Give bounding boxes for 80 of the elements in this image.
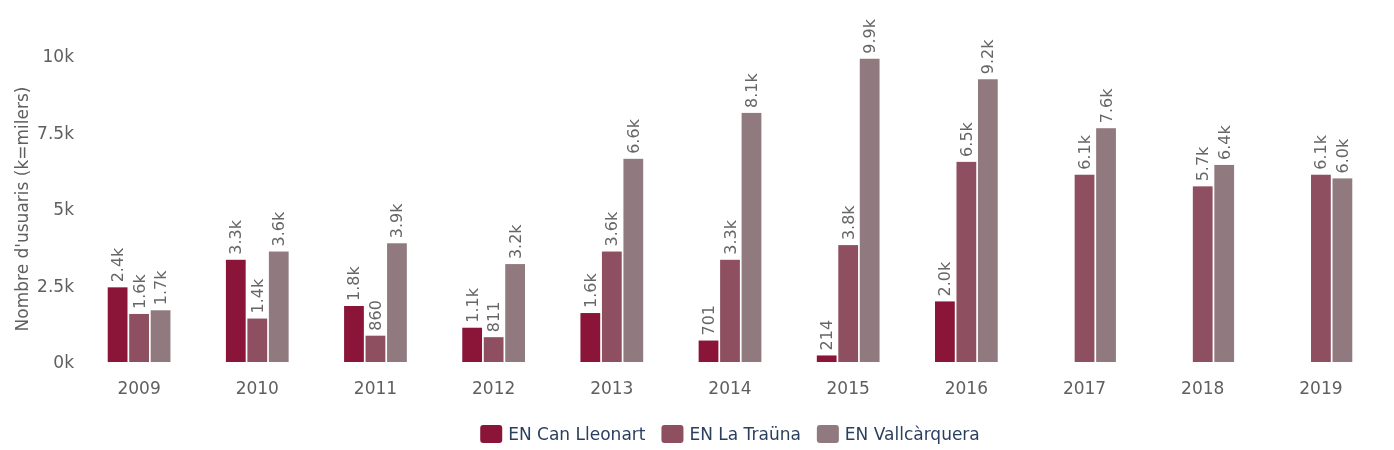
bar bbox=[977, 79, 998, 362]
bar bbox=[601, 251, 622, 362]
data-label: 1.6k bbox=[129, 273, 149, 309]
x-tick-label: 2009 bbox=[117, 378, 161, 398]
bar bbox=[107, 287, 128, 362]
bar bbox=[859, 58, 880, 362]
x-tick-label: 2011 bbox=[353, 378, 398, 398]
bar bbox=[505, 264, 526, 362]
data-label: 3.8k bbox=[838, 204, 858, 241]
bar bbox=[247, 318, 268, 362]
data-label: 3.6k bbox=[269, 211, 289, 247]
y-tick-label: 10k bbox=[42, 46, 75, 66]
x-tick-label: 2019 bbox=[1299, 378, 1343, 398]
bar bbox=[1214, 164, 1235, 362]
legend-label: EN Can Lleonart bbox=[508, 424, 646, 444]
bar bbox=[387, 243, 407, 362]
data-label: 3.3k bbox=[720, 219, 740, 255]
data-label: 1.7k bbox=[151, 269, 171, 306]
bar bbox=[1074, 174, 1095, 362]
y-axis-title: Nombre d'usuaris (k=milers) bbox=[12, 86, 32, 332]
bar bbox=[838, 245, 859, 362]
data-label: 3.6k bbox=[602, 211, 622, 247]
bar bbox=[344, 306, 364, 362]
bar bbox=[462, 327, 483, 362]
bar bbox=[956, 161, 977, 362]
bar bbox=[623, 158, 644, 362]
y-tick-label: 7.5k bbox=[37, 122, 75, 143]
y-tick-label: 2.5k bbox=[37, 275, 75, 296]
data-label: 9.9k bbox=[860, 18, 880, 54]
x-tick-label: 2014 bbox=[708, 378, 752, 398]
legend-label: EN La Traüna bbox=[689, 424, 801, 444]
data-label: 3.3k bbox=[226, 219, 246, 255]
bar bbox=[225, 259, 246, 362]
bar bbox=[365, 335, 386, 362]
bar bbox=[934, 301, 955, 362]
bar bbox=[483, 337, 504, 362]
bar bbox=[268, 251, 289, 362]
x-tick-label: 2012 bbox=[472, 378, 516, 398]
legend-label: EN Vallcàrquera bbox=[844, 424, 980, 444]
data-label: 6.4k bbox=[1214, 124, 1234, 160]
data-label: 6.1k bbox=[1075, 134, 1095, 170]
bar bbox=[741, 112, 762, 362]
bar bbox=[580, 313, 601, 362]
data-label: 3.2k bbox=[505, 223, 525, 260]
data-label: 1.8k bbox=[344, 265, 364, 301]
bar bbox=[816, 355, 837, 362]
y-tick-label: 0k bbox=[53, 352, 75, 372]
data-label: 2.4k bbox=[108, 246, 128, 283]
x-tick-label: 2018 bbox=[1181, 378, 1225, 398]
data-label: 1.1k bbox=[462, 287, 482, 323]
data-label: 3.9k bbox=[387, 202, 407, 239]
data-label: 7.6k bbox=[1096, 87, 1116, 124]
data-label: 811 bbox=[484, 301, 504, 333]
bar bbox=[1192, 186, 1213, 362]
x-tick-label: 2010 bbox=[235, 378, 279, 398]
bar bbox=[129, 313, 149, 362]
y-tick-label: 5k bbox=[53, 199, 75, 219]
x-tick-label: 2017 bbox=[1062, 378, 1107, 398]
data-label: 8.1k bbox=[741, 72, 761, 108]
x-tick-label: 2015 bbox=[826, 378, 870, 398]
bar bbox=[1332, 178, 1353, 362]
data-label: 860 bbox=[365, 300, 385, 331]
data-label: 6.0k bbox=[1332, 137, 1352, 174]
bar bbox=[1311, 174, 1331, 362]
bar bbox=[1096, 128, 1116, 362]
x-tick-label: 2016 bbox=[944, 378, 988, 398]
data-label: 6.6k bbox=[623, 118, 643, 154]
data-label: 214 bbox=[817, 319, 837, 351]
data-label: 2.0k bbox=[935, 260, 955, 297]
bar bbox=[698, 340, 719, 362]
data-label: 6.5k bbox=[956, 121, 976, 157]
data-label: 1.6k bbox=[580, 272, 600, 309]
x-tick-label: 2013 bbox=[590, 378, 634, 398]
data-label: 9.2k bbox=[978, 38, 998, 75]
data-label: 701 bbox=[699, 305, 719, 336]
data-label: 1.4k bbox=[247, 278, 267, 314]
data-label: 6.1k bbox=[1311, 134, 1331, 170]
bar bbox=[150, 310, 171, 362]
data-label: 5.7k bbox=[1193, 145, 1213, 182]
bar bbox=[720, 259, 740, 362]
